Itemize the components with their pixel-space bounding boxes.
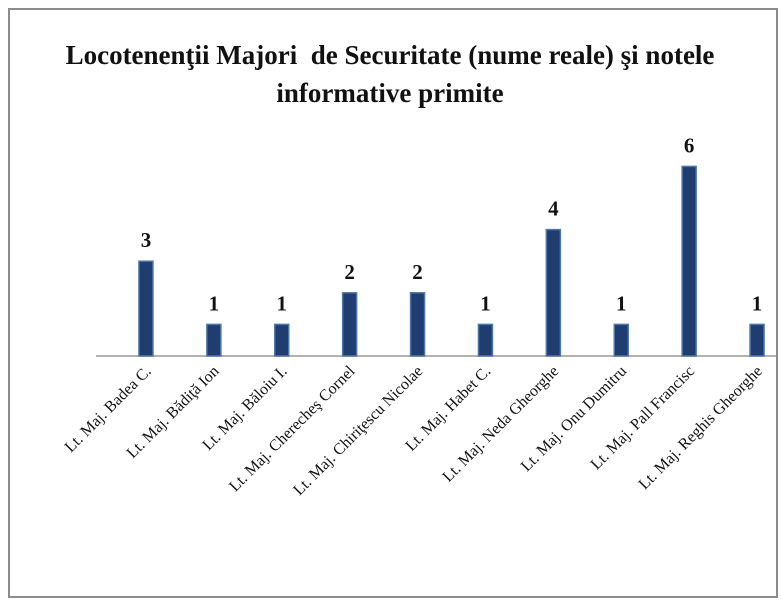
- x-tick-label: Lt. Maj. Neda Gheorghe: [439, 363, 562, 486]
- bar: [409, 292, 426, 357]
- chart-title: Locotenenţii Majori de Securitate (nume …: [65, 40, 722, 108]
- data-label: 1: [209, 291, 220, 315]
- data-label: 1: [752, 291, 763, 315]
- data-label: 6: [684, 133, 695, 157]
- bar: [749, 323, 765, 357]
- data-label: 1: [277, 291, 288, 315]
- x-tick-label: Lt. Maj. Cherecheş Cornel: [226, 362, 359, 495]
- x-tick-label: Lt. Maj. Reghis Gheorghe: [636, 363, 766, 493]
- data-label: 3: [141, 228, 152, 252]
- bar: [613, 323, 629, 357]
- bar: [138, 260, 154, 357]
- data-label: 2: [344, 260, 355, 284]
- chart-frame: [8, 8, 778, 598]
- bar: [206, 323, 222, 357]
- data-label: 4: [548, 197, 559, 221]
- data-label: 2: [412, 260, 423, 284]
- bar: [477, 323, 494, 357]
- bar: [681, 165, 697, 357]
- data-label: 1: [616, 291, 627, 315]
- bar: [274, 323, 290, 357]
- bar: [545, 228, 562, 357]
- data-label: 1: [480, 291, 491, 315]
- x-tick-label: Lt. Maj. Chiriţescu Nicolae: [290, 363, 426, 499]
- bar: [341, 292, 358, 357]
